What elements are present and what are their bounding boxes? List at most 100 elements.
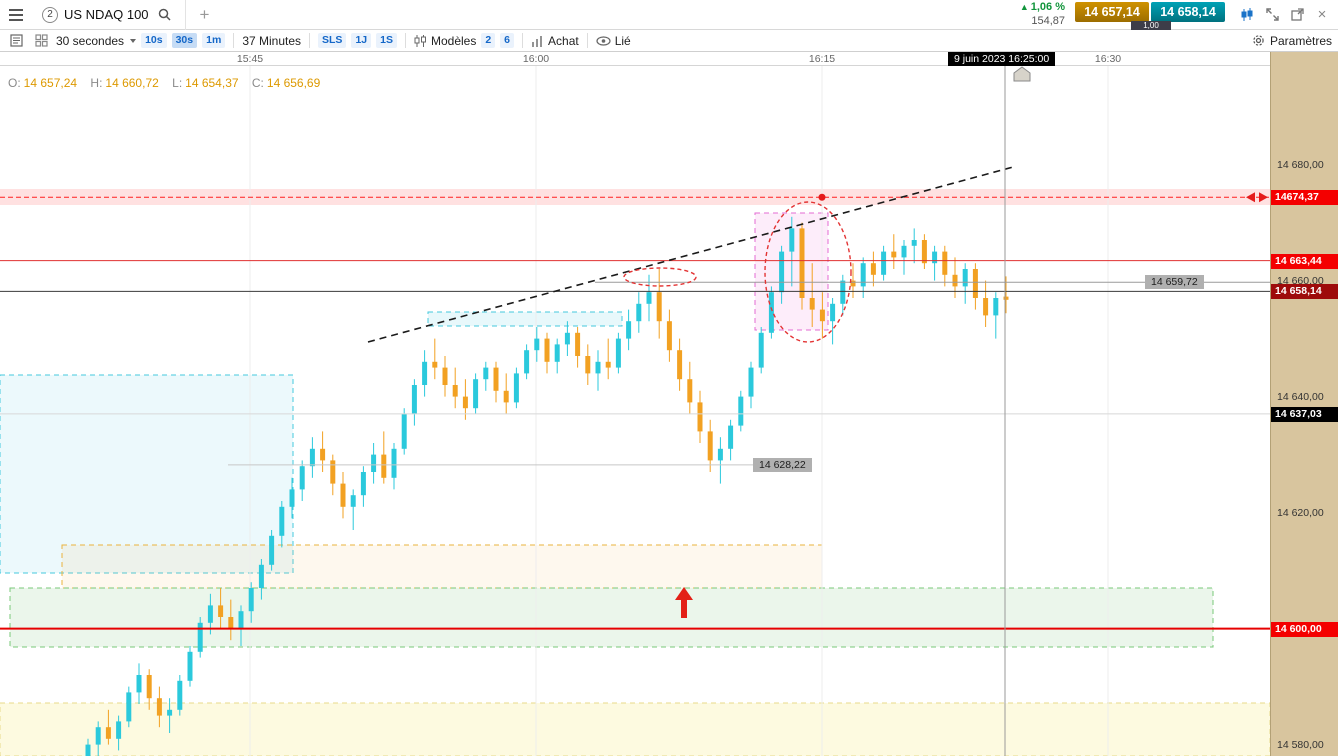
duration-label[interactable]: 37 Minutes (242, 33, 302, 48)
candle-body (748, 367, 754, 397)
candle-body (870, 263, 876, 275)
price-float-label[interactable]: 14 628,22 (753, 457, 812, 472)
settings-button[interactable]: Paramètres (1252, 34, 1332, 48)
demand-zone-green[interactable] (9, 587, 1214, 648)
eye-icon (596, 35, 611, 46)
instrument-tab[interactable]: 2 US NDAQ 100 (32, 0, 186, 30)
candle-body (717, 448, 723, 461)
price-axis-level-label[interactable]: 14 600,00 (1271, 621, 1338, 637)
price-axis-level-label[interactable]: 14674,37 (1271, 190, 1338, 206)
candle-body (105, 727, 111, 739)
tf-10s-button[interactable]: 10s (141, 33, 167, 48)
change-absolute: 154,87 (1031, 14, 1065, 27)
layout-6-button[interactable]: 6 (500, 33, 515, 48)
linked-toggle[interactable]: Lié (596, 34, 631, 48)
candle-body (840, 280, 846, 304)
buy-price-button[interactable]: 14 658,14 (1151, 1, 1225, 22)
close-icon[interactable]: × (1317, 6, 1327, 23)
range-1s-button[interactable]: 1S (376, 33, 397, 48)
low-value: 14 654,37 (185, 76, 239, 90)
resistance-band-cyan[interactable] (427, 311, 623, 327)
candle-body (881, 251, 887, 275)
open-label: O: (8, 76, 21, 90)
candle-body (340, 483, 346, 507)
tf-1m-button[interactable]: 1m (202, 33, 226, 48)
lower-zone-yellow[interactable] (0, 702, 1270, 756)
price-axis[interactable]: 14 680,00 14 660,00 14 640,00 14 620,00 14 5… (1270, 52, 1338, 756)
candle-body (728, 425, 734, 449)
buy-signal-arrow[interactable] (675, 587, 693, 618)
candle-body (156, 698, 162, 716)
candle-body (738, 396, 744, 426)
candle-body (993, 298, 999, 316)
grid-layout-icon[interactable] (31, 31, 51, 51)
models-dropdown[interactable]: Modèles (414, 34, 476, 48)
chart-type-icon[interactable] (1237, 5, 1257, 25)
candle-body (238, 611, 244, 629)
candle-body (442, 367, 448, 385)
candle-body (850, 280, 856, 287)
price-axis-tick: 14 620,00 (1277, 506, 1324, 519)
highlight-ellipse[interactable] (623, 267, 697, 287)
candlestick-chart[interactable] (0, 66, 1270, 756)
candle-body (330, 460, 336, 484)
notes-icon[interactable] (6, 31, 26, 51)
candle-body (799, 228, 805, 298)
popout-icon[interactable] (1287, 5, 1307, 25)
candle-body (697, 402, 703, 432)
models-candle-icon (414, 34, 426, 47)
menu-icon[interactable] (6, 5, 26, 25)
candle-body (197, 622, 203, 652)
alert-dot[interactable] (818, 193, 826, 201)
separator (309, 33, 311, 48)
supply-zone-cyan[interactable] (0, 374, 294, 574)
price-axis-level-label[interactable]: 14 663,44 (1271, 253, 1338, 269)
candles-layer (85, 216, 1009, 756)
fullscreen-icon[interactable] (1262, 5, 1282, 25)
candle-body (983, 298, 989, 316)
candle-body (95, 727, 101, 745)
price-float-label[interactable]: 14 659,72 (1145, 275, 1204, 290)
chart-area: 9 juin 2023 16:25:00 15:45 16:00 16:15 16:3… (0, 52, 1338, 756)
range-sls-button[interactable]: SLS (318, 33, 347, 48)
candle-body (524, 350, 530, 374)
highlight-ellipse[interactable] (764, 201, 852, 343)
instrument-number-badge: 2 (42, 6, 58, 23)
demand-zone-orange[interactable] (61, 544, 823, 589)
new-tab-button[interactable]: + (199, 4, 210, 24)
crosshair-time-tooltip: 9 juin 2023 16:25:00 (948, 52, 1056, 66)
settings-gear-icon (1253, 35, 1264, 46)
trendline[interactable] (367, 166, 1014, 343)
tf-30s-button[interactable]: 30s (171, 33, 198, 48)
sell-price-button[interactable]: 14 657,14 (1075, 1, 1149, 22)
candle-body (452, 385, 458, 397)
crosshair-marker[interactable] (1013, 66, 1031, 82)
candle-body (901, 245, 907, 258)
daily-change: ▲ 1,06 % 154,87 (1020, 1, 1065, 29)
instrument-title: US NDAQ 100 (64, 7, 149, 22)
time-axis[interactable]: 9 juin 2023 16:25:00 15:45 16:00 16:15 16:3… (0, 52, 1270, 66)
timeframe-dropdown[interactable]: 30 secondes (56, 34, 137, 48)
layout-2-button[interactable]: 2 (481, 33, 496, 48)
time-tick: 16:30 (1094, 53, 1122, 65)
search-icon[interactable] (155, 5, 175, 25)
candle-body (952, 274, 958, 287)
candle-body (187, 651, 193, 681)
low-label: L: (172, 76, 183, 90)
candle-body (289, 489, 295, 507)
time-tick: 15:45 (236, 53, 264, 65)
candle-body (126, 692, 132, 722)
candle-body (819, 309, 825, 322)
buy-order-button[interactable]: Achat (531, 34, 579, 48)
candle-body (605, 361, 611, 368)
price-axis-level-label[interactable]: 14 658,14 (1271, 284, 1338, 300)
close-value: 14 656,69 (266, 76, 321, 90)
price-axis-level-label[interactable]: 14 637,03 (1271, 406, 1338, 422)
range-1j-button[interactable]: 1J (351, 33, 372, 48)
candle-body (411, 385, 417, 414)
close-label: C: (251, 76, 264, 90)
chart-plot[interactable]: O: 14 657,24 H: 14 660,72 L: 14 654,37 C: 14… (0, 66, 1270, 756)
candle-body (921, 240, 927, 264)
candle-body (381, 454, 387, 478)
chart-toolbar: 30 secondes 10s 30s 1m 37 Minutes SLS 1J… (0, 30, 1338, 52)
